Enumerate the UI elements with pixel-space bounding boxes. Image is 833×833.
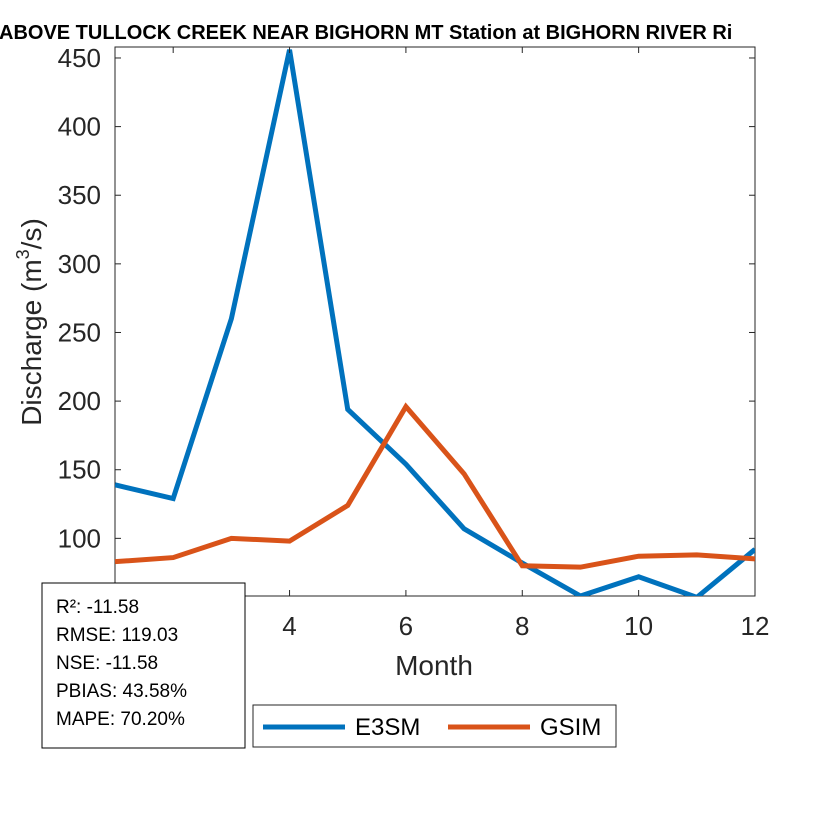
stats-box-frame bbox=[41, 582, 246, 749]
plot-frame bbox=[114, 46, 756, 597]
x-tick-label: 6 bbox=[399, 611, 413, 641]
stats-line: PBIAS: 43.58% bbox=[56, 681, 187, 702]
y-tick-label: 450 bbox=[58, 43, 101, 73]
x-tick-label: 4 bbox=[282, 611, 296, 641]
y-axis-label-superscript: 3 bbox=[13, 249, 33, 259]
x-tick-label: 12 bbox=[741, 611, 770, 641]
y-tick-label: 100 bbox=[58, 523, 101, 553]
y-axis-ticks: 100 150 200 250 300 350 400 450 bbox=[58, 43, 755, 553]
stats-line: MAPE: 70.20% bbox=[56, 709, 185, 730]
stats-line: RMSE: 119.03 bbox=[56, 625, 178, 646]
y-tick-label: 400 bbox=[58, 112, 101, 142]
series-line-gsim bbox=[115, 402, 755, 570]
stats-lines: R²: -11.58 RMSE: 119.03 NSE: -11.58 PBIAS: … bbox=[56, 597, 187, 730]
stats-line: NSE: -11.58 bbox=[56, 653, 158, 674]
y-axis-label-end: /s) bbox=[16, 218, 47, 249]
y-tick-label: 350 bbox=[58, 180, 101, 210]
legend-label-e3sm: E3SM bbox=[355, 714, 420, 741]
y-tick-label: 200 bbox=[58, 386, 101, 416]
y-tick-label: 150 bbox=[58, 455, 101, 485]
series-line-e3sm bbox=[115, 49, 755, 596]
series-layer bbox=[115, 49, 755, 596]
chart-title: ABOVE TULLOCK CREEK NEAR BIGHORN MT Stat… bbox=[0, 22, 732, 44]
y-tick-label: 300 bbox=[58, 249, 101, 279]
y-axis-label-main: Discharge (m bbox=[16, 259, 47, 425]
x-axis-label: Month bbox=[395, 650, 473, 681]
legend-label-gsim: GSIM bbox=[540, 714, 601, 741]
y-axis-label: Discharge (m3/s) bbox=[13, 218, 47, 426]
x-tick-label: 10 bbox=[624, 611, 653, 641]
stats-line: R²: -11.58 bbox=[56, 597, 139, 618]
stats-box: R²: -11.58 RMSE: 119.03 NSE: -11.58 PBIAS: … bbox=[41, 582, 246, 749]
y-tick-label: 250 bbox=[58, 317, 101, 347]
legend: E3SM GSIM bbox=[252, 704, 617, 748]
x-tick-label: 8 bbox=[515, 611, 529, 641]
